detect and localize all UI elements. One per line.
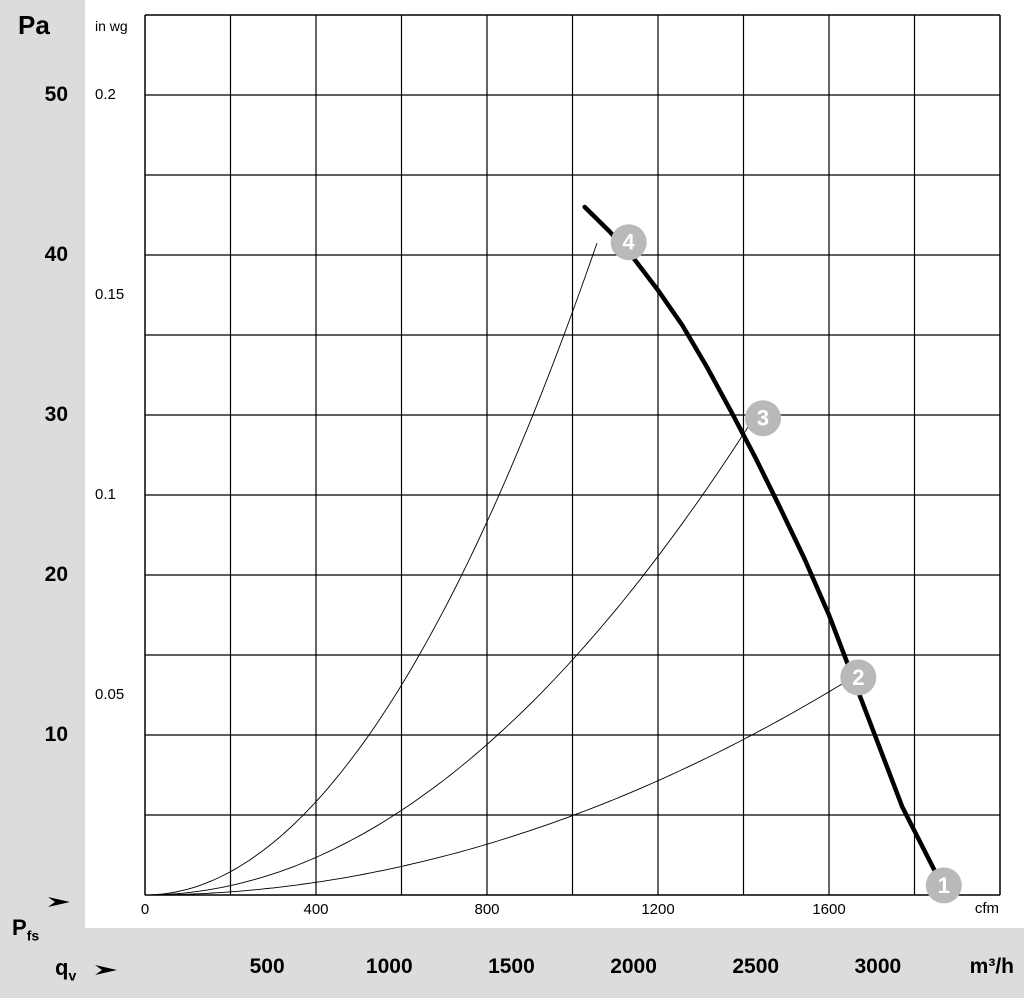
y1-tick-50: 50 bbox=[8, 83, 68, 107]
y-axis-title-pa: Pa bbox=[18, 10, 50, 41]
y-axis-pfs-label: Pfs bbox=[12, 915, 39, 943]
curves-group bbox=[145, 207, 946, 895]
x-axis-qv-label: qv bbox=[55, 955, 76, 983]
x1-tick-3000: 3000 bbox=[843, 955, 913, 979]
qv-arrow-icon bbox=[95, 963, 117, 977]
chart-page: Pa in wg Pfs qv m³/h cfm 10203040500.050… bbox=[0, 0, 1024, 998]
x1-tick-1000: 1000 bbox=[354, 955, 424, 979]
left-band bbox=[0, 0, 85, 998]
y1-tick-30: 30 bbox=[8, 403, 68, 427]
marker-label-3: 3 bbox=[757, 406, 769, 431]
y1-tick-40: 40 bbox=[8, 243, 68, 267]
pfs-p: P bbox=[12, 915, 27, 940]
marker-label-1: 1 bbox=[938, 873, 950, 898]
marker-label-4: 4 bbox=[623, 230, 636, 255]
pfs-arrow-icon bbox=[48, 895, 70, 909]
markers-group: 1 2 3 4 bbox=[611, 224, 962, 903]
qv-sub: v bbox=[68, 967, 76, 983]
x1-tick-2500: 2500 bbox=[721, 955, 791, 979]
x1-tick-500: 500 bbox=[232, 955, 302, 979]
x1-tick-2000: 2000 bbox=[599, 955, 669, 979]
marker-label-2: 2 bbox=[852, 665, 864, 690]
grid-group bbox=[145, 15, 1000, 895]
x-axis-unit-m3h: m³/h bbox=[970, 955, 1014, 979]
y1-tick-10: 10 bbox=[8, 723, 68, 747]
pfs-sub: fs bbox=[27, 927, 39, 943]
plot-svg: 1 2 3 4 bbox=[85, 0, 1024, 928]
qv-q: q bbox=[55, 955, 68, 980]
y1-tick-20: 20 bbox=[8, 563, 68, 587]
x1-tick-1500: 1500 bbox=[476, 955, 546, 979]
